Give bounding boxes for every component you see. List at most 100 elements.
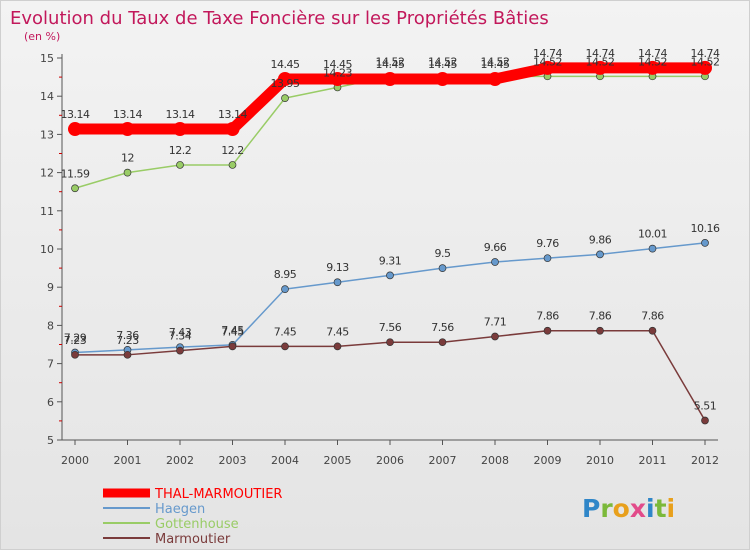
x-tick-label: 2001 (114, 454, 142, 467)
data-label: 14.52 (638, 55, 667, 68)
data-label: 7.23 (64, 334, 87, 347)
data-label: 14.23 (323, 66, 352, 79)
x-tick-label: 2010 (586, 454, 614, 467)
y-tick-label: 12 (40, 167, 54, 180)
legend-label: Gottenhouse (155, 517, 239, 532)
data-label: 14.52 (533, 55, 562, 68)
data-point (386, 338, 394, 347)
data-label: 13.14 (61, 108, 90, 121)
legend-label: THAL-MARMOUTIER (154, 487, 282, 502)
data-label: 13.14 (218, 108, 247, 121)
data-label: 12.2 (169, 144, 192, 157)
data-label: 9.76 (536, 237, 559, 250)
data-label: 7.23 (116, 334, 139, 347)
data-label: 13.14 (113, 108, 142, 121)
data-label: 14.74 (691, 47, 720, 60)
data-label: 7.34 (169, 330, 192, 343)
y-tick-label: 14 (40, 90, 54, 103)
legend-label: Haegen (155, 502, 205, 517)
y-tick-label: 7 (47, 358, 54, 371)
data-point (278, 72, 292, 87)
data-label: 14.52 (481, 55, 510, 68)
y-tick-label: 6 (47, 396, 54, 409)
data-point (225, 122, 240, 137)
legend-label: Marmoutier (155, 532, 231, 547)
data-label: 13.95 (271, 77, 300, 90)
data-point (435, 72, 450, 87)
data-point (701, 416, 709, 425)
data-label: 14.45 (481, 58, 510, 71)
data-point (596, 250, 604, 259)
data-label: 7.86 (589, 310, 612, 323)
y-tick-label: 15 (40, 52, 54, 65)
data-point (176, 161, 184, 169)
x-tick-label: 2000 (61, 454, 89, 467)
x-tick-label: 2009 (534, 454, 562, 467)
plot-area: 5 6 7 8 9 10 11 12 13 14 15 2000 2001 2002 2003 2004 200… (40, 47, 720, 547)
data-point (648, 326, 657, 335)
data-point (645, 60, 660, 75)
data-label: 7.86 (536, 310, 559, 323)
data-point (281, 94, 289, 102)
data-label: 14.52 (376, 55, 405, 68)
data-point (71, 184, 79, 193)
data-point (123, 350, 132, 359)
data-label: 14.45 (376, 58, 405, 71)
x-tick-label: 2007 (429, 454, 457, 467)
data-point (543, 254, 552, 263)
data-label: 14.74 (533, 47, 562, 60)
y-tick-label: 5 (47, 434, 54, 447)
data-label: 7.56 (431, 321, 454, 334)
data-label: 7.45 (274, 325, 297, 338)
data-point (330, 72, 345, 87)
data-label: 7.36 (116, 329, 139, 342)
proxiti-logo: Proxiti (582, 494, 675, 523)
data-label: 14.45 (323, 58, 352, 71)
y-axis-label: (en %) (24, 30, 60, 43)
data-label: 14.45 (428, 58, 457, 71)
data-point (333, 342, 342, 351)
y-tick-label: 8 (47, 319, 54, 332)
x-tick-label: 2005 (324, 454, 352, 467)
data-point (593, 60, 607, 75)
data-label: 14.45 (271, 58, 300, 71)
data-point (438, 338, 447, 347)
data-label: 13.14 (166, 108, 195, 121)
data-point (228, 342, 237, 351)
data-point (281, 342, 289, 351)
data-label: 5.51 (694, 400, 717, 413)
data-label: 11.59 (61, 167, 90, 180)
data-label: 12 (121, 152, 134, 165)
x-tick-label: 2012 (691, 454, 719, 467)
x-tick-label: 2011 (639, 454, 667, 467)
data-label: 9.66 (484, 241, 507, 254)
y-tick-label: 9 (47, 281, 54, 294)
data-label: 10.16 (691, 222, 720, 235)
data-point (488, 72, 502, 87)
data-point (228, 161, 237, 169)
data-label: 9.5 (435, 247, 451, 260)
y-tick-label: 13 (40, 128, 54, 141)
y-tick-label: 11 (40, 205, 54, 218)
data-point (438, 264, 447, 272)
data-label: 14.74 (586, 47, 615, 60)
data-label: 9.13 (326, 261, 349, 274)
data-point (333, 278, 342, 287)
data-point (281, 285, 289, 293)
data-point (701, 239, 709, 247)
data-point (698, 60, 712, 75)
data-label: 7.43 (169, 326, 192, 339)
data-point (491, 258, 499, 266)
data-point (540, 60, 555, 75)
data-point (173, 122, 187, 137)
data-label: 10.01 (638, 228, 667, 241)
data-point (491, 332, 499, 341)
data-label: 14.52 (691, 55, 720, 68)
data-label: 9.86 (589, 233, 612, 246)
data-point (120, 122, 135, 137)
data-point (386, 271, 394, 280)
y-tick-label: 10 (40, 243, 54, 256)
data-label: 9.31 (379, 254, 402, 267)
